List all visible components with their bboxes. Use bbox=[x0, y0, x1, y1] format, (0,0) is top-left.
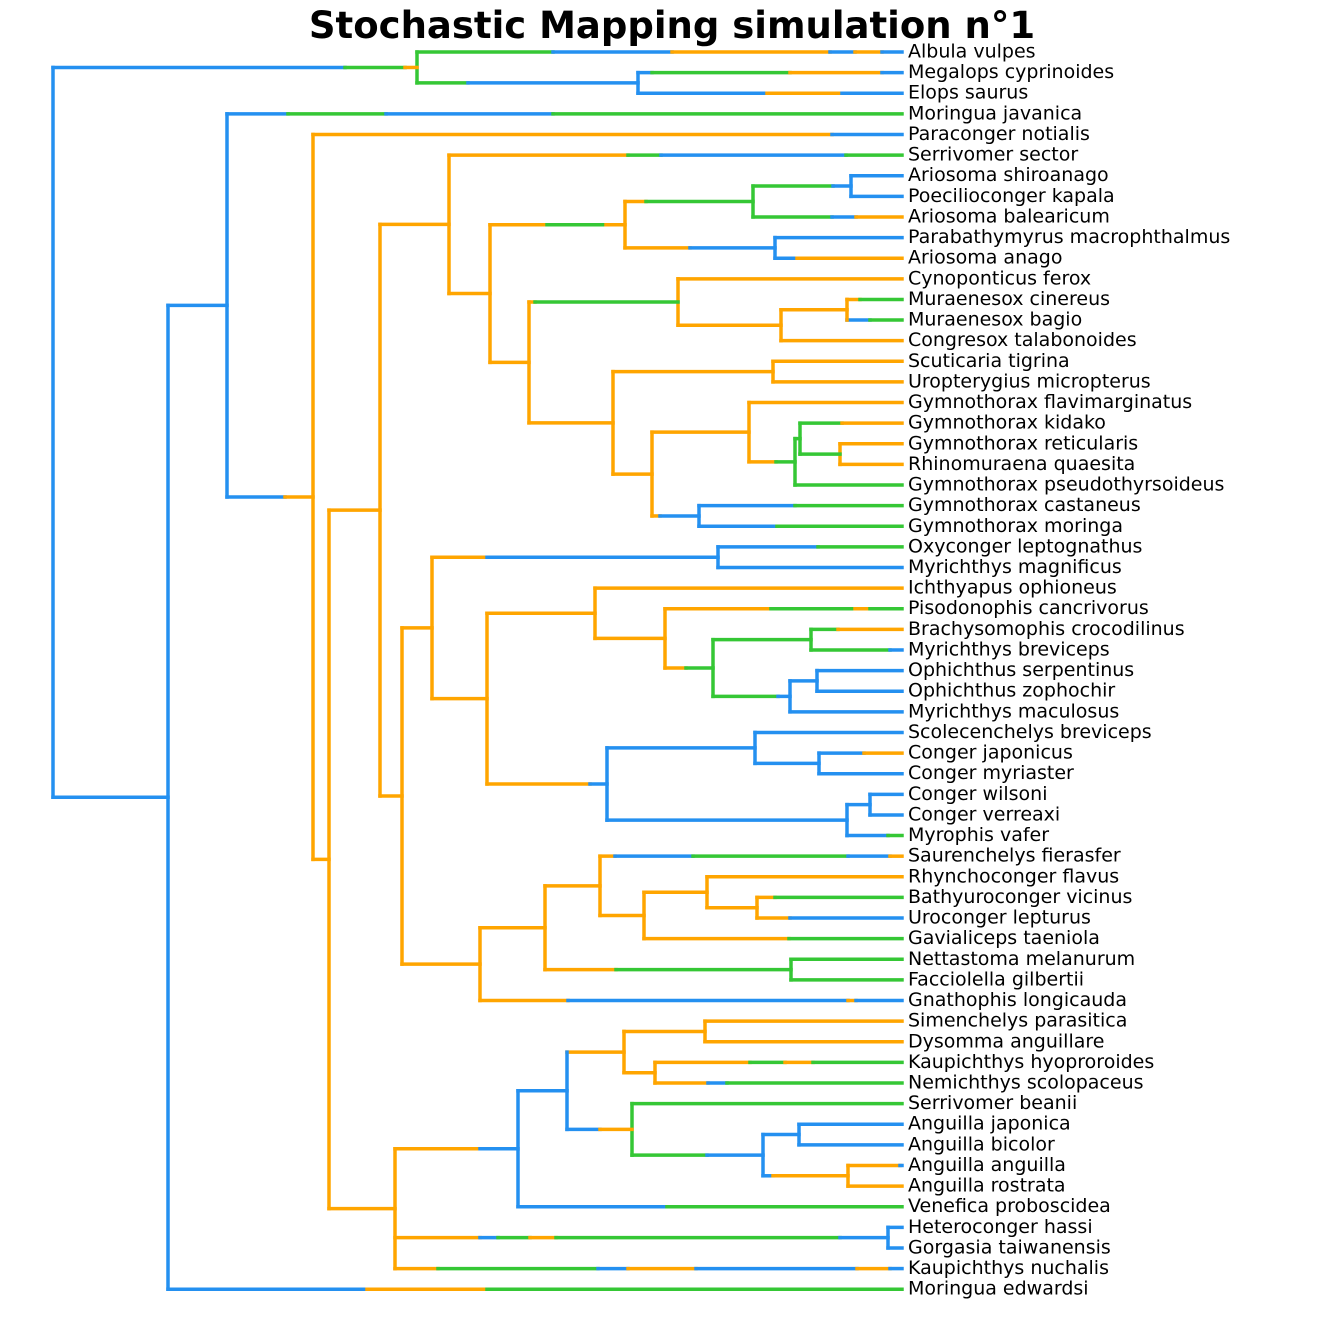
tip-label: Conger verreaxi bbox=[908, 803, 1060, 825]
tip-label: Ariosoma balearicum bbox=[908, 205, 1110, 227]
tip-label: Moringua javanica bbox=[908, 102, 1082, 124]
tip-label: Nettastoma melanurum bbox=[908, 948, 1135, 970]
tip-label: Anguilla rostrata bbox=[908, 1175, 1066, 1197]
tip-label: Gymnothorax reticularis bbox=[908, 432, 1138, 454]
tip-label: Dysomma anguillare bbox=[908, 1030, 1104, 1052]
tip-label: Uroconger lepturus bbox=[908, 907, 1091, 929]
tip-label: Gavialiceps taeniola bbox=[908, 927, 1100, 949]
tip-label: Kaupichthys hyoproroides bbox=[908, 1051, 1154, 1073]
tip-label: Uropterygius micropterus bbox=[908, 370, 1151, 392]
tip-label: Serrivomer sector bbox=[908, 144, 1078, 166]
tip-label: Serrivomer beanii bbox=[908, 1092, 1077, 1114]
tip-label: Anguilla anguilla bbox=[908, 1154, 1066, 1176]
tip-label: Muraenesox bagio bbox=[908, 309, 1082, 331]
tip-label: Conger wilsoni bbox=[908, 783, 1047, 805]
tip-label: Ariosoma shiroanago bbox=[908, 164, 1109, 186]
tip-label: Ophichthus zophochir bbox=[908, 680, 1115, 702]
tip-label: Heteroconger hassi bbox=[908, 1216, 1093, 1238]
branches bbox=[51, 50, 904, 1291]
tip-label: Myrichthys magnificus bbox=[908, 556, 1122, 578]
tip-label: Venefica proboscidea bbox=[908, 1195, 1111, 1217]
tip-label: Poecilioconger kapala bbox=[908, 185, 1115, 207]
tip-label: Gymnothorax castaneus bbox=[908, 494, 1141, 516]
tip-label: Pisodonophis cancrivorus bbox=[908, 597, 1149, 619]
tip-label: Myrophis vafer bbox=[908, 824, 1049, 846]
tip-label: Myrichthys breviceps bbox=[908, 638, 1110, 660]
tip-label: Gymnothorax kidako bbox=[908, 412, 1106, 434]
tip-label: Bathyuroconger vicinus bbox=[908, 886, 1132, 908]
tip-label: Gorgasia taiwanensis bbox=[908, 1236, 1111, 1258]
tip-label: Albula vulpes bbox=[908, 41, 1036, 63]
tip-label: Congresox talabonoides bbox=[908, 329, 1137, 351]
tip-label: Gymnothorax moringa bbox=[908, 515, 1123, 537]
tip-label: Moringua edwardsi bbox=[908, 1278, 1089, 1300]
tip-label: Ariosoma anago bbox=[908, 247, 1062, 269]
tip-label: Gymnothorax flavimarginatus bbox=[908, 391, 1192, 413]
tip-label: Cynoponticus ferox bbox=[908, 267, 1091, 289]
tip-label: Ophichthus serpentinus bbox=[908, 659, 1134, 681]
tip-label: Oxyconger leptognathus bbox=[908, 535, 1142, 557]
tip-label: Rhynchoconger flavus bbox=[908, 865, 1119, 887]
tip-label: Nemichthys scolopaceus bbox=[908, 1072, 1144, 1094]
tip-label: Gnathophis longicauda bbox=[908, 989, 1127, 1011]
title: Stochastic Mapping simulation n°1 bbox=[309, 4, 1035, 47]
tip-label: Scolecenchelys breviceps bbox=[908, 721, 1152, 743]
tip-label: Ichthyapus ophioneus bbox=[908, 577, 1117, 599]
tip-label: Muraenesox cinereus bbox=[908, 288, 1110, 310]
tip-label: Megalops cyprinoides bbox=[908, 61, 1114, 83]
tip-label: Rhinomuraena quaesita bbox=[908, 453, 1135, 475]
tip-label: Kaupichthys nuchalis bbox=[908, 1257, 1109, 1279]
tip-label: Anguilla bicolor bbox=[908, 1133, 1055, 1155]
tip-label: Myrichthys maculosus bbox=[908, 700, 1119, 722]
tip-label: Paraconger notialis bbox=[908, 123, 1090, 145]
tip-label: Scuticaria tigrina bbox=[908, 350, 1070, 372]
tip-label: Anguilla japonica bbox=[908, 1113, 1071, 1135]
tip-label: Simenchelys parasitica bbox=[908, 1010, 1127, 1032]
tip-label: Brachysomophis crocodilinus bbox=[908, 618, 1185, 640]
tip-label: Saurenchelys fierasfer bbox=[908, 845, 1121, 867]
tip-label: Conger myriaster bbox=[908, 762, 1074, 784]
tip-label: Gymnothorax pseudothyrsoideus bbox=[908, 474, 1224, 496]
tip-label: Parabathymyrus macrophthalmus bbox=[908, 226, 1230, 248]
tip-label: Elops saurus bbox=[908, 82, 1028, 104]
tip-label: Facciolella gilbertii bbox=[908, 968, 1084, 990]
tip-label: Conger japonicus bbox=[908, 742, 1073, 764]
